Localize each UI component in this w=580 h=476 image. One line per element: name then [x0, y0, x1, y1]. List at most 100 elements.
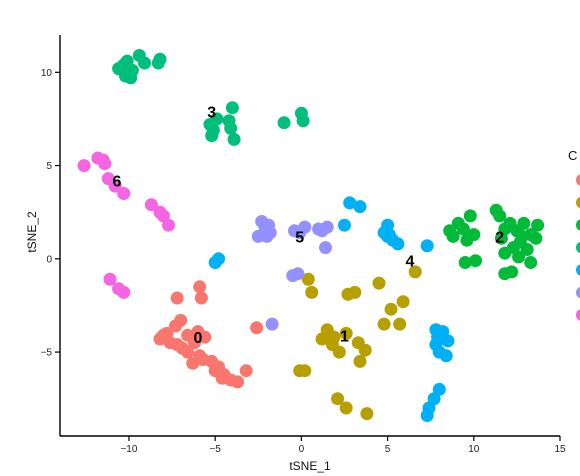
point-cluster-4-4: [353, 200, 367, 214]
x-tick-label-15: 15: [554, 444, 566, 455]
cluster-label-2: 2: [495, 230, 504, 247]
point-cluster-1-0: [301, 272, 315, 286]
legend-key-1: [576, 196, 580, 209]
point-cluster-2-23: [498, 267, 512, 281]
point-cluster-2-10: [493, 209, 507, 223]
point-cluster-3-6: [138, 56, 151, 70]
legend-key-0: [576, 174, 580, 186]
y-axis-label: tSNE_2: [25, 211, 39, 253]
point-cluster-5-7: [298, 220, 312, 234]
point-cluster-1-16: [348, 285, 362, 299]
point-cluster-4-16: [439, 349, 453, 363]
point-cluster-4-8: [391, 237, 405, 251]
point-cluster-1-17: [372, 276, 386, 290]
cluster-label-3: 3: [207, 105, 216, 122]
point-cluster-2-26: [494, 231, 508, 245]
point-cluster-2-6: [451, 216, 465, 230]
point-cluster-0-17: [239, 364, 253, 378]
legend-title: C: [568, 148, 577, 163]
point-cluster-2-20: [512, 250, 526, 264]
legend-key-5: [576, 286, 580, 299]
cluster-label-1: 1: [340, 328, 349, 345]
point-cluster-6-4: [108, 179, 122, 193]
point-cluster-1-1: [305, 285, 319, 299]
point-cluster-1-8: [293, 364, 307, 378]
point-cluster-2-24: [524, 256, 538, 269]
point-cluster-0-9: [191, 325, 205, 339]
cluster-labels: 0 1 2 3 4 5 6: [112, 105, 504, 348]
point-cluster-3-20: [112, 62, 126, 76]
point-cluster-1-14: [360, 407, 374, 421]
point-cluster-1-23: [325, 338, 339, 352]
y-ticks: −5 0 5 10: [41, 68, 60, 359]
x-tick-label--5: −5: [209, 444, 221, 455]
point-cluster-6-13: [96, 153, 110, 167]
x-tick-label--10: −10: [120, 444, 137, 455]
legend-key-6: [576, 309, 580, 321]
x-tick-label-0: 0: [299, 444, 305, 455]
point-cluster-2-25: [515, 229, 529, 243]
point-cluster-0-20: [193, 349, 207, 363]
x-ticks: −10 −5 0 5 10 15: [120, 436, 566, 455]
point-cluster-0-3: [174, 313, 188, 327]
point-cluster-1-19: [396, 295, 410, 309]
point-cluster-3-8: [151, 56, 165, 70]
point-cluster-3-17: [277, 116, 291, 130]
point-cluster-4-17: [429, 338, 443, 352]
point-cluster-2-19: [498, 246, 512, 260]
point-cluster-3-16: [227, 132, 241, 146]
point-cluster-2-14: [517, 216, 531, 230]
point-cluster-2-7: [469, 254, 482, 268]
point-cluster-0-23: [194, 291, 208, 305]
point-cluster-2-27: [531, 218, 545, 232]
point-cluster-0-26: [170, 338, 184, 352]
legend-key-3: [576, 241, 580, 254]
point-cluster-3-14: [225, 101, 239, 115]
point-cluster-2-5: [460, 233, 474, 247]
point-cluster-4-10: [420, 239, 434, 253]
point-cluster-0-6: [188, 336, 201, 350]
y-tick-label-0: 0: [46, 254, 52, 265]
legend: C: [568, 148, 580, 321]
point-cluster-4-2: [338, 218, 351, 232]
point-cluster-3-11: [210, 112, 224, 126]
point-cluster-5-10: [320, 220, 334, 234]
point-cluster-0-24: [193, 280, 207, 294]
point-cluster-1-6: [315, 332, 329, 346]
point-cluster-2-21: [520, 243, 534, 256]
point-cluster-1-4: [339, 326, 353, 340]
cluster-label-4: 4: [406, 254, 415, 271]
point-cluster-3-19: [296, 114, 310, 128]
point-cluster-2-1: [446, 229, 460, 243]
x-axis-label: tSNE_1: [289, 459, 331, 473]
y-tick-label-10: 10: [41, 68, 53, 79]
point-cluster-1-11: [353, 354, 367, 368]
point-cluster-2-16: [529, 231, 543, 245]
point-cluster-1-18: [384, 302, 398, 316]
cluster-label-6: 6: [112, 174, 121, 191]
point-cluster-5-14: [265, 317, 279, 331]
point-cluster-1-12: [331, 392, 345, 406]
point-cluster-3-4: [124, 71, 138, 85]
cluster-label-5: 5: [295, 230, 304, 247]
point-cluster-2-3: [463, 209, 477, 223]
point-cluster-1-13: [339, 401, 353, 415]
point-cluster-6-10: [103, 272, 117, 286]
legend-key-4: [576, 264, 580, 276]
y-tick-label-5: 5: [46, 161, 52, 172]
plot-points: [77, 49, 545, 422]
point-cluster-2-8: [458, 256, 472, 269]
point-cluster-4-21: [420, 409, 434, 422]
point-cluster-3-12: [205, 129, 219, 143]
point-cluster-0-25: [250, 321, 264, 335]
point-cluster-5-15: [258, 222, 272, 236]
point-cluster-5-11: [319, 241, 332, 255]
x-tick-label-5: 5: [385, 444, 391, 455]
cluster-label-0: 0: [193, 330, 202, 347]
point-cluster-4-9: [381, 218, 395, 232]
point-cluster-0-19: [208, 364, 222, 378]
point-cluster-0-27: [156, 328, 170, 342]
point-cluster-1-10: [358, 343, 372, 357]
point-cluster-1-22: [377, 317, 391, 331]
